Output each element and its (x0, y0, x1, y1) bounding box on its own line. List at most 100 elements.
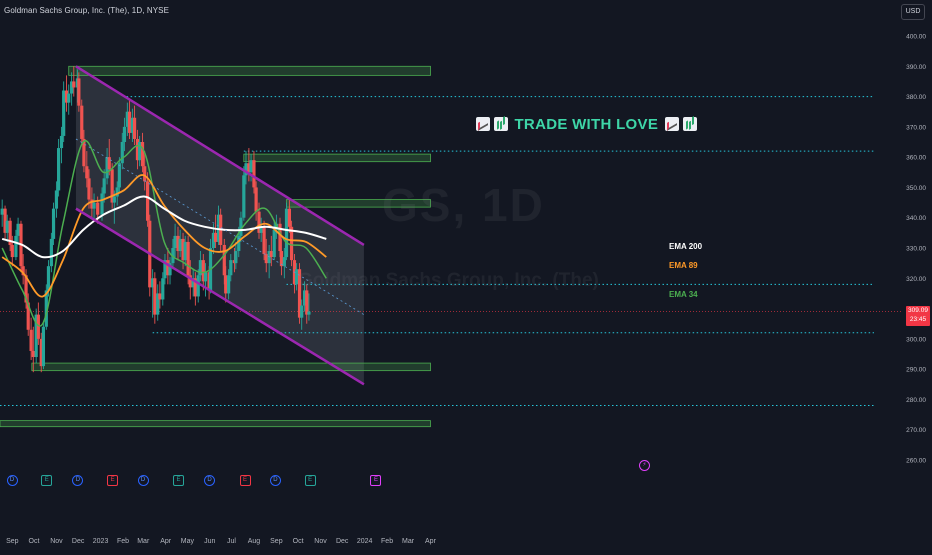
symbol-title[interactable]: Goldman Sachs Group, Inc. (The), 1D, NYS… (4, 6, 170, 15)
candle (70, 72, 74, 106)
candle-body (203, 272, 208, 282)
candle (264, 238, 268, 273)
candle-body (34, 314, 38, 358)
earnings-marker[interactable]: E (41, 475, 53, 486)
candle-body (278, 223, 282, 252)
x-axis-tick-label: Apr (425, 538, 437, 545)
candle-body (36, 314, 40, 339)
candle (196, 269, 200, 303)
candle-body (96, 202, 100, 215)
ema-200-label: EMA 200 (669, 242, 703, 251)
candle (105, 148, 109, 185)
candle (67, 84, 71, 115)
candle-body (239, 217, 243, 236)
candle (143, 151, 147, 191)
candle-body (269, 251, 273, 258)
candle (117, 157, 121, 194)
candle (259, 217, 263, 242)
x-axis-tick-label: Feb (117, 538, 129, 545)
y-axis-tick-label: 360.00 (906, 155, 926, 162)
candle-body (201, 260, 205, 282)
candle (249, 154, 253, 182)
x-axis-tick-label: Oct (293, 538, 304, 545)
candle (302, 281, 307, 312)
candle-body (110, 169, 114, 203)
candle-body (26, 302, 30, 330)
candle (92, 193, 96, 221)
candle (284, 202, 289, 261)
candle-body (72, 81, 76, 88)
earnings-marker[interactable]: E (172, 475, 184, 486)
candle-body (59, 135, 64, 149)
chart-increasing-icon (664, 117, 679, 131)
candle-body (82, 138, 86, 167)
candle-body (5, 220, 9, 233)
candle (229, 254, 233, 282)
candle-body (254, 187, 258, 212)
candle-body (122, 126, 127, 142)
earnings-marker[interactable]: E (107, 475, 119, 486)
earnings-marker[interactable]: E (304, 475, 316, 486)
dividend-marker[interactable]: D (269, 475, 281, 486)
candle (82, 129, 86, 173)
candle-body (16, 223, 20, 236)
bar-chart-icon (682, 117, 697, 131)
earnings-marker[interactable]: E (239, 475, 251, 486)
candle-body (153, 278, 157, 315)
flash-icon[interactable]: ⚡ (639, 460, 650, 471)
candle (173, 223, 177, 258)
candle-body (117, 163, 121, 188)
candle-body (87, 178, 91, 200)
candle (14, 229, 18, 261)
candle (19, 220, 23, 273)
dividend-marker[interactable]: D (137, 475, 149, 486)
candle (41, 320, 46, 370)
candle-body (300, 305, 304, 318)
candle-body (163, 260, 167, 279)
candle-body (115, 187, 119, 197)
dividend-marker[interactable]: D (72, 475, 84, 486)
candle-body (29, 329, 33, 351)
promo-annotation[interactable]: TRADE WITH LOVE (474, 116, 699, 133)
candle-body (44, 290, 48, 327)
candle (183, 235, 187, 267)
candle-body (70, 81, 74, 94)
candle-body (57, 148, 61, 191)
candle (72, 66, 76, 97)
dividend-marker[interactable]: D (6, 475, 18, 486)
candle (224, 266, 228, 303)
bar-chart-icon (494, 117, 508, 131)
candle (3, 205, 7, 239)
candle (51, 202, 56, 245)
candle (29, 317, 33, 361)
candle (122, 117, 127, 152)
candle (125, 102, 129, 136)
candle-body (90, 199, 94, 209)
candle (132, 105, 137, 146)
candle (44, 284, 48, 330)
candle-body (132, 117, 137, 139)
candle-body (54, 190, 59, 209)
candle-body (138, 142, 142, 161)
candle (153, 272, 157, 324)
candle-body (247, 163, 251, 173)
candle (244, 151, 248, 185)
y-axis-tick-label: 300.00 (906, 336, 926, 343)
candle-body (102, 178, 106, 194)
candle (80, 99, 84, 146)
currency-button[interactable]: USD (901, 4, 925, 20)
x-axis-tick-label: Sep (270, 538, 283, 545)
candle-body (307, 311, 311, 315)
x-axis-tick-label: Dec (72, 538, 85, 545)
earnings-marker[interactable]: E (370, 475, 382, 486)
dividend-marker[interactable]: D (204, 475, 216, 486)
candle-body (140, 142, 145, 167)
candle-body (31, 350, 35, 358)
candle-body (125, 111, 129, 127)
candle (203, 263, 208, 297)
candle (102, 169, 106, 203)
candle-body (10, 244, 14, 258)
candle (198, 251, 203, 282)
